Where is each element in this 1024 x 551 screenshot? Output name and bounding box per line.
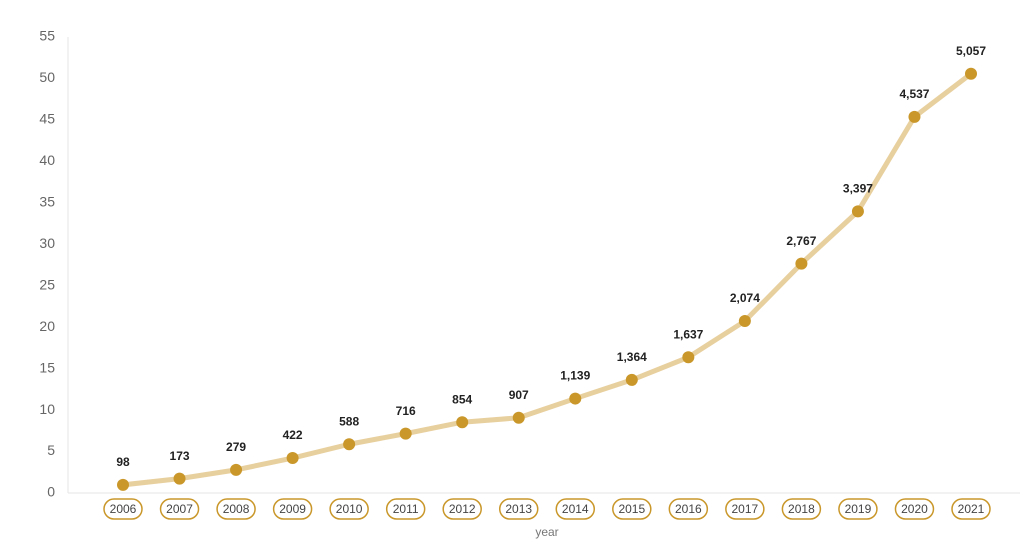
- data-label: 588: [339, 414, 359, 428]
- x-tick-label: 2013: [505, 502, 532, 516]
- data-label: 907: [509, 388, 529, 402]
- line: [122, 71, 973, 488]
- y-tick-label: 5: [47, 442, 55, 458]
- y-tick-label: 55: [39, 28, 55, 44]
- data-label: 716: [396, 404, 416, 418]
- data-label: 98: [116, 455, 130, 469]
- x-tick-label: 2012: [449, 502, 476, 516]
- x-tick-pill: [781, 498, 822, 520]
- x-tick-label: 2015: [618, 502, 645, 516]
- data-label: 4,537: [899, 87, 929, 101]
- data-label: 854: [452, 392, 472, 406]
- x-axis-title: year: [535, 525, 558, 539]
- y-tick-label: 35: [39, 194, 55, 210]
- x-tick-pill: [838, 498, 878, 520]
- point: [456, 416, 469, 429]
- x-tick-pill: [894, 498, 935, 520]
- data-label: 1,139: [560, 369, 590, 383]
- x-tick-label: 2016: [675, 502, 702, 516]
- x-tick-label: 2020: [901, 502, 928, 516]
- x-tick-pill: [951, 498, 991, 520]
- y-tick-label: 40: [39, 152, 55, 168]
- point: [512, 411, 525, 424]
- x-tick-label: 2009: [279, 502, 306, 516]
- point: [117, 478, 129, 491]
- x-tick-pill: [725, 498, 765, 520]
- y-tick-label: 25: [39, 276, 55, 292]
- point: [173, 472, 186, 485]
- data-label: 2,074: [730, 291, 760, 305]
- point: [230, 463, 243, 476]
- data-label: 5,057: [956, 44, 986, 58]
- data-label: 3,397: [843, 182, 873, 196]
- point: [682, 351, 695, 364]
- x-tick-label: 2018: [788, 502, 815, 516]
- data-label: 422: [283, 428, 303, 442]
- x-tick-label: 2014: [562, 502, 589, 516]
- x-tick-pill: [668, 498, 709, 520]
- point: [738, 315, 751, 328]
- x-tick-pill: [385, 498, 426, 520]
- point: [625, 373, 638, 386]
- x-tick-pill: [329, 498, 369, 520]
- x-tick-pill: [103, 498, 143, 520]
- data-label: 1,364: [617, 350, 647, 364]
- point: [908, 110, 921, 123]
- point: [399, 427, 412, 440]
- y-tick-label: 50: [39, 69, 55, 85]
- point: [569, 392, 582, 405]
- y-tick-label: 10: [39, 401, 55, 417]
- data-label: 279: [226, 440, 246, 454]
- x-tick-label: 2011: [393, 502, 419, 516]
- data-label: 2,767: [786, 234, 816, 248]
- y-tick-label: 45: [39, 111, 55, 127]
- y-tick-label: 30: [39, 235, 55, 251]
- x-tick-pill: [442, 498, 482, 520]
- point: [343, 438, 356, 451]
- x-tick-label: 2021: [958, 502, 985, 516]
- x-tick-pill: [159, 498, 200, 520]
- x-tick-label: 2017: [732, 502, 759, 516]
- y-tick-label: 0: [47, 484, 55, 500]
- point: [795, 257, 808, 270]
- x-tick-pill: [555, 498, 596, 520]
- x-tick-pill: [216, 498, 256, 520]
- x-tick-pill: [272, 498, 313, 520]
- data-label: 173: [170, 449, 190, 463]
- x-tick-label: 2008: [223, 502, 250, 516]
- x-tick-label: 2007: [166, 502, 193, 516]
- x-tick-label: 2010: [336, 502, 363, 516]
- y-tick-label: 15: [39, 359, 55, 375]
- x-tick-label: 2019: [845, 502, 872, 516]
- y-tick-label: 20: [39, 318, 55, 334]
- x-tick-pill: [612, 498, 652, 520]
- point: [851, 205, 864, 218]
- point: [965, 67, 977, 80]
- data-label: 1,637: [673, 327, 703, 341]
- x-tick-pill: [498, 498, 539, 520]
- x-tick-label: 2006: [110, 502, 137, 516]
- point: [286, 452, 299, 465]
